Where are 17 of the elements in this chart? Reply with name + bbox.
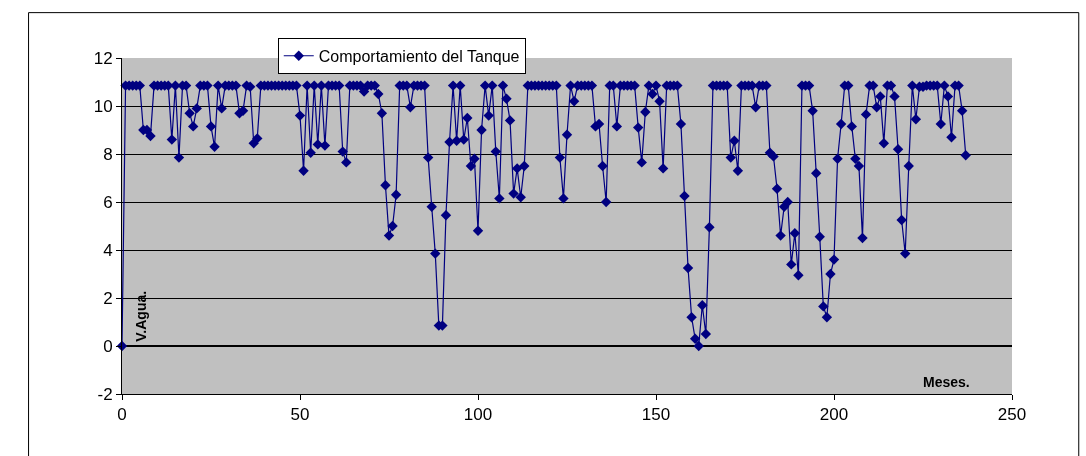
x-tick-label: 250 bbox=[997, 405, 1027, 425]
x-tick-label: 150 bbox=[641, 405, 671, 425]
x-tick-label: 100 bbox=[463, 405, 493, 425]
y-tick-label: 10 bbox=[93, 96, 113, 116]
y-tick-label: 6 bbox=[103, 192, 113, 212]
y-tick-label: -2 bbox=[97, 384, 113, 404]
x-tick-label: 0 bbox=[117, 405, 127, 425]
x-tick-label: 200 bbox=[819, 405, 849, 425]
y-tick-label: 4 bbox=[103, 240, 113, 260]
x-axis-title: Meses. bbox=[923, 374, 970, 390]
y-tick-label: 2 bbox=[103, 288, 113, 308]
x-tick-label: 50 bbox=[290, 405, 310, 425]
y-tick-label: 12 bbox=[93, 48, 113, 68]
y-tick-label: 8 bbox=[103, 144, 113, 164]
legend-label: Comportamiento del Tanque bbox=[318, 47, 520, 65]
y-axis-title: V.Agua. bbox=[133, 290, 150, 342]
y-tick-label: 0 bbox=[103, 336, 113, 356]
